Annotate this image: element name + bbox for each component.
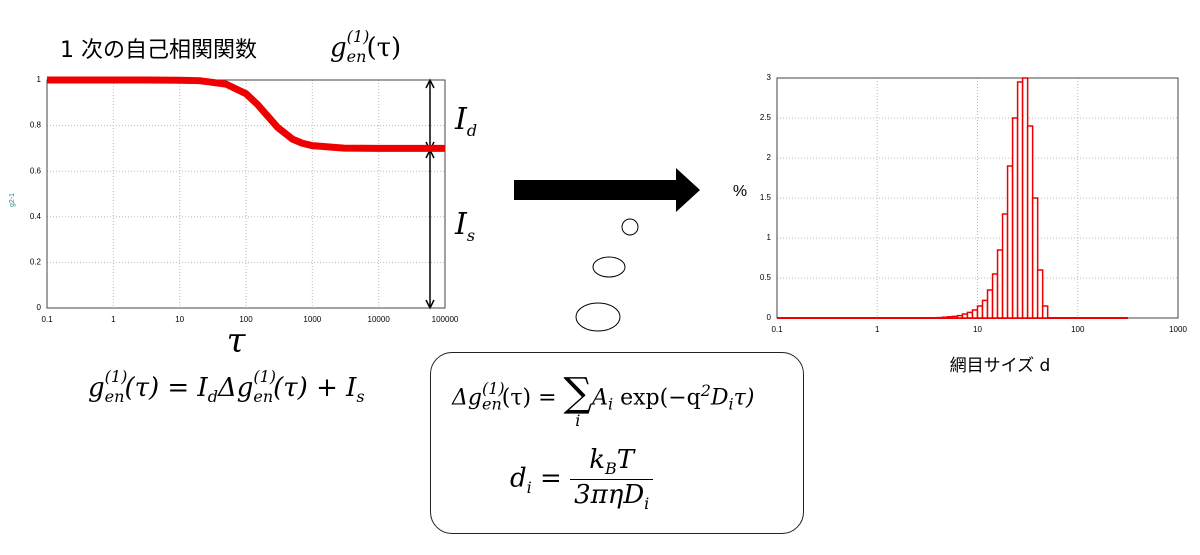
y-tick-label: 0.5 xyxy=(760,273,772,282)
y-axis-label: g2-1 xyxy=(9,193,16,207)
histogram-bar xyxy=(996,249,1004,319)
y-tick-label: 2.5 xyxy=(760,113,772,122)
histogram-bar xyxy=(946,316,954,319)
x-tick-label: 10 xyxy=(973,325,982,334)
histogram-bar xyxy=(951,315,959,319)
x-tick-label: 1 xyxy=(875,325,880,334)
y-tick-label: 0.8 xyxy=(30,121,42,130)
histogram-bar xyxy=(1006,165,1014,319)
formula-sum: Δg (1) en(τ) = ∑ i Ai exp(−q2Diτ) xyxy=(452,370,755,430)
histogram-bar xyxy=(1031,197,1039,319)
y-tick-label: 3 xyxy=(767,73,772,82)
histogram-bar xyxy=(991,273,999,319)
x-tick-label: 10000 xyxy=(368,315,391,324)
histogram-bar xyxy=(971,309,979,319)
histogram-bar xyxy=(976,305,984,319)
histogram-bar xyxy=(1026,125,1034,319)
formula-box xyxy=(430,352,804,534)
y-tick-label: 1 xyxy=(767,233,772,242)
histogram-bar xyxy=(1021,77,1029,319)
y-tick-label: 0 xyxy=(37,303,42,312)
x-tick-label: 10 xyxy=(175,315,184,324)
particle-medium xyxy=(592,256,626,278)
x-tick-label: 0.1 xyxy=(41,315,53,324)
y-axis-label: % xyxy=(733,183,747,200)
histogram-bar xyxy=(956,314,964,319)
histogram-bar xyxy=(1036,269,1044,319)
y-tick-label: 0.6 xyxy=(30,166,42,175)
title: 1 次の自己相関関数 xyxy=(60,38,257,63)
y-tick-label: 1 xyxy=(37,75,42,84)
y-tick-label: 0.2 xyxy=(30,258,42,267)
label-id: Id xyxy=(455,102,478,140)
histogram-bar xyxy=(981,299,989,319)
x-tick-label: 1 xyxy=(111,315,116,324)
x-tick-label: 1000 xyxy=(1169,325,1187,334)
x-axis-label: τ xyxy=(227,321,247,361)
plot-frame xyxy=(46,79,446,309)
label-is: Is xyxy=(455,207,476,245)
y-tick-label: 2 xyxy=(767,153,772,162)
x-axis-label: 網目サイズ d xyxy=(950,356,1051,376)
x-tick-label: 100000 xyxy=(432,315,459,324)
histogram-bar xyxy=(1011,117,1019,319)
arrow xyxy=(514,168,700,212)
particle-small xyxy=(621,218,639,236)
histogram-bar xyxy=(1001,213,1009,319)
x-tick-label: 100 xyxy=(239,315,253,324)
histogram-bar xyxy=(986,289,994,319)
histogram-bar xyxy=(966,311,974,319)
data-line xyxy=(47,76,445,152)
histogram-bar xyxy=(1016,81,1024,319)
x-tick-label: 0.1 xyxy=(771,325,783,334)
y-tick-label: 0.4 xyxy=(30,212,42,221)
y-tick-label: 0 xyxy=(767,313,772,322)
title-formula: g (1) en(τ) xyxy=(330,27,402,67)
x-tick-label: 1000 xyxy=(303,315,321,324)
formula-main: g (1) en(τ) = IdΔg (1) en(τ) + Is xyxy=(88,367,365,407)
y-tick-label: 1.5 xyxy=(760,193,772,202)
histogram-bar xyxy=(1041,305,1049,319)
formula-d: di = kBT 3πηDi xyxy=(510,445,654,514)
particle-large xyxy=(575,302,621,332)
x-tick-label: 100 xyxy=(1071,325,1085,334)
level-arrows xyxy=(425,78,435,310)
